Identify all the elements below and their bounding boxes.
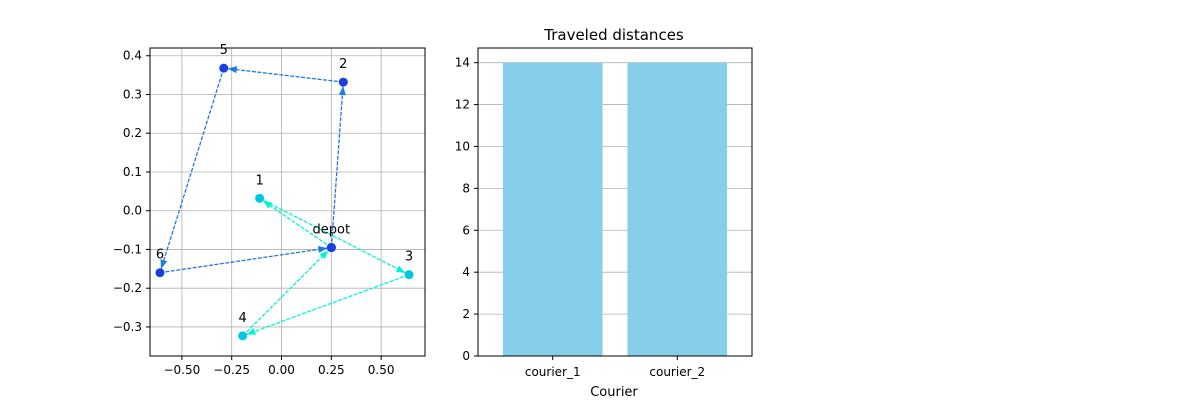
y-tick-label: 0.0	[123, 204, 142, 218]
route-arrowhead	[246, 328, 257, 335]
route-plot-grid	[150, 48, 425, 356]
bar-chart-bars	[502, 62, 728, 357]
x-tick-label: −0.50	[163, 363, 200, 377]
bar-chart-x-label: Courier	[590, 385, 638, 400]
route-plot-x-axis: −0.50 −0.25 0.00 0.25 0.50	[163, 356, 395, 377]
route-arrowhead	[338, 86, 346, 96]
route-arrowhead	[395, 265, 406, 273]
bar-chart: Traveled distances 0 2 4 6 8 10 12 14 courier_1…	[455, 26, 753, 400]
route-arrowhead	[262, 200, 273, 209]
route-plot-node-labels: depot 1 2 3 4 5 6	[156, 43, 413, 326]
y-tick-label: −0.2	[113, 281, 142, 295]
y-tick-label: −0.3	[113, 320, 142, 334]
y-tick-label: 0.4	[123, 49, 142, 63]
route-plot-frame	[149, 47, 426, 357]
node-label: 3	[405, 250, 413, 265]
route-segment	[159, 67, 225, 273]
bar-chart-x-axis: courier_1 courier_2	[525, 356, 705, 379]
route-plot-y-axis: −0.3 −0.2 −0.1 0.0 0.1 0.2 0.3 0.4	[113, 49, 150, 334]
route-arrowhead	[317, 245, 328, 253]
route-segment	[259, 197, 332, 249]
node-label: 4	[239, 311, 247, 326]
x-tick-label: courier_1	[525, 365, 581, 379]
x-tick-label: −0.25	[213, 363, 250, 377]
y-tick-label: 0.2	[123, 126, 142, 140]
x-tick-label: courier_2	[649, 365, 705, 379]
route-segment	[223, 67, 344, 83]
y-tick-label: 4	[462, 265, 470, 279]
route-plot-routes	[159, 66, 410, 337]
node-marker	[404, 270, 414, 280]
route-segment	[159, 246, 332, 274]
node-label: 2	[339, 57, 347, 72]
route-segment	[242, 247, 332, 337]
bar	[502, 62, 603, 357]
route-plot-nodes	[155, 63, 414, 341]
route-arrowhead	[319, 250, 329, 260]
node-marker	[255, 193, 265, 203]
route-arrowhead	[160, 259, 168, 269]
node-marker	[338, 77, 348, 87]
y-tick-label: 14	[455, 56, 470, 70]
y-tick-label: 0	[462, 349, 470, 363]
bar-chart-y-axis: 0 2 4 6 8 10 12 14	[455, 56, 478, 363]
y-tick-label: 0.1	[123, 165, 142, 179]
y-tick-label: −0.1	[113, 242, 142, 256]
node-marker	[219, 63, 229, 73]
y-tick-label: 8	[462, 181, 470, 195]
route-segment	[242, 274, 410, 337]
node-marker	[326, 243, 336, 253]
route-arrowhead	[227, 66, 238, 74]
x-tick-label: 0.25	[318, 363, 345, 377]
node-label: 1	[255, 173, 263, 188]
x-tick-label: 0.00	[268, 363, 295, 377]
y-tick-label: 12	[455, 98, 470, 112]
route-segment	[259, 197, 410, 276]
y-tick-label: 0.3	[123, 87, 142, 101]
bar	[627, 62, 728, 357]
node-label: depot	[313, 223, 351, 238]
node-marker	[155, 268, 165, 278]
node-label: 5	[220, 43, 228, 58]
node-marker	[238, 331, 248, 341]
x-tick-label: 0.50	[368, 363, 395, 377]
bar-chart-title: Traveled distances	[543, 26, 684, 44]
y-tick-label: 10	[455, 139, 470, 153]
route-segment	[330, 82, 344, 248]
y-tick-label: 2	[462, 307, 470, 321]
node-label: 6	[156, 248, 164, 263]
bar-chart-frame	[477, 47, 753, 357]
y-tick-label: 6	[462, 223, 470, 237]
